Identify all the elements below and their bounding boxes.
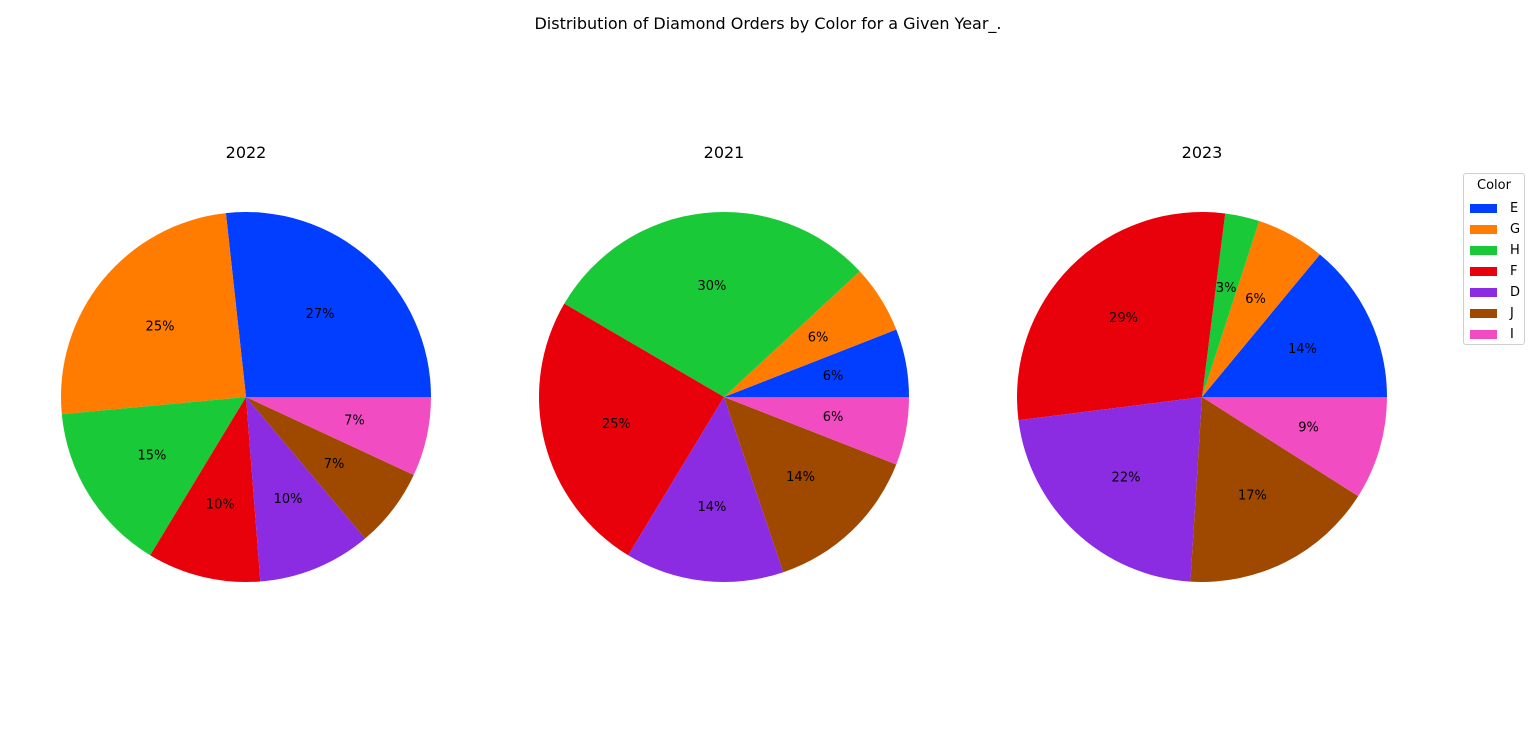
legend-swatch-E (1470, 204, 1497, 213)
legend-label-D: D (1510, 285, 1521, 300)
pie-label-2021-D: 14% (697, 500, 726, 515)
legend-swatch-H (1470, 246, 1497, 255)
legend-swatch-I (1470, 330, 1497, 339)
pie-chart-2021: 2021 6% 6% 30% 25% 14% 14% 6% (539, 143, 909, 582)
pie-slice-2021-I (724, 397, 909, 465)
pie-slice-2022-G (60, 213, 246, 415)
pie-slice-2021-J (724, 397, 897, 573)
pie-slice-2023-I (1202, 397, 1387, 497)
pie-slice-2021-D (628, 397, 784, 582)
pie-label-2022-E: 27% (306, 307, 335, 322)
pie-label-2021-E: 6% (823, 369, 844, 384)
pie-title-2023: 2023 (1182, 143, 1223, 162)
pie-slice-2022-I (246, 397, 431, 476)
legend-item-E: E (1464, 198, 1524, 219)
pie-chart-2022: 2022 27% 25% 15% 10% 10% 7% 7% (60, 143, 431, 582)
legend-item-I: I (1464, 324, 1524, 345)
pie-label-2022-H: 15% (137, 449, 166, 464)
legend-item-F: F (1464, 261, 1524, 282)
legend-swatch-D (1470, 288, 1497, 297)
pie-title-2022: 2022 (226, 143, 267, 162)
pie-slice-2023-J (1190, 397, 1359, 582)
pie-slice-2021-E (724, 329, 909, 397)
pie-label-2023-G: 6% (1245, 292, 1266, 307)
legend-label-I: I (1510, 327, 1514, 342)
legend-label-F: F (1510, 264, 1518, 279)
legend-item-J: J (1464, 303, 1524, 324)
legend-item-D: D (1464, 282, 1524, 303)
pie-label-2021-G: 6% (808, 331, 829, 346)
pie-label-2021-H: 30% (697, 279, 726, 294)
pie-slice-2021-F (539, 303, 724, 556)
pie-label-2023-D: 22% (1112, 470, 1141, 485)
pie-chart-2023: 2023 14% 6% 3% 29% 22% 17% 9% (1017, 143, 1387, 582)
legend-label-E: E (1510, 201, 1519, 216)
pie-label-2022-G: 25% (146, 319, 175, 334)
pie-slice-2023-F (1017, 212, 1226, 421)
pie-slice-2021-H (564, 212, 860, 397)
legend-swatch-J (1470, 309, 1497, 318)
pie-label-2022-F: 10% (206, 498, 235, 513)
pie-slice-2023-H (1202, 213, 1260, 397)
pie-slice-2022-E (225, 212, 431, 397)
pie-label-2022-I: 7% (344, 414, 365, 429)
pie-slice-2022-H (61, 397, 246, 556)
figure-title: Distribution of Diamond Orders by Color … (534, 14, 1001, 34)
pie-label-2022-J: 7% (324, 457, 345, 472)
pie-slice-2022-D (246, 397, 366, 582)
pie-label-2023-E: 14% (1288, 342, 1317, 357)
pie-slice-2021-G (724, 271, 897, 397)
pie-slice-2023-G (1202, 221, 1320, 397)
pie-label-2022-D: 10% (274, 492, 303, 507)
legend-label-G: G (1510, 222, 1521, 237)
pie-slice-2023-E (1202, 254, 1387, 397)
pie-slice-2022-J (246, 397, 414, 539)
legend-label-H: H (1510, 243, 1520, 258)
pie-slice-2022-F (150, 397, 261, 582)
pie-label-2021-I: 6% (823, 410, 844, 425)
pie-title-2021: 2021 (704, 143, 745, 162)
pie-label-2023-J: 17% (1238, 488, 1267, 503)
legend-swatch-G (1470, 225, 1497, 234)
legend-label-J: J (1510, 306, 1514, 321)
pie-label-2021-F: 25% (602, 417, 631, 432)
pie-label-2021-J: 14% (786, 470, 815, 485)
pie-slice-2023-D (1018, 397, 1202, 582)
legend-swatch-F (1470, 267, 1497, 276)
legend-item-H: H (1464, 240, 1524, 261)
legend-item-G: G (1464, 219, 1524, 240)
legend-title: Color (1477, 178, 1511, 193)
pie-label-2023-I: 9% (1298, 421, 1319, 436)
pie-label-2023-H: 3% (1216, 281, 1237, 296)
pie-label-2023-F: 29% (1109, 311, 1138, 326)
